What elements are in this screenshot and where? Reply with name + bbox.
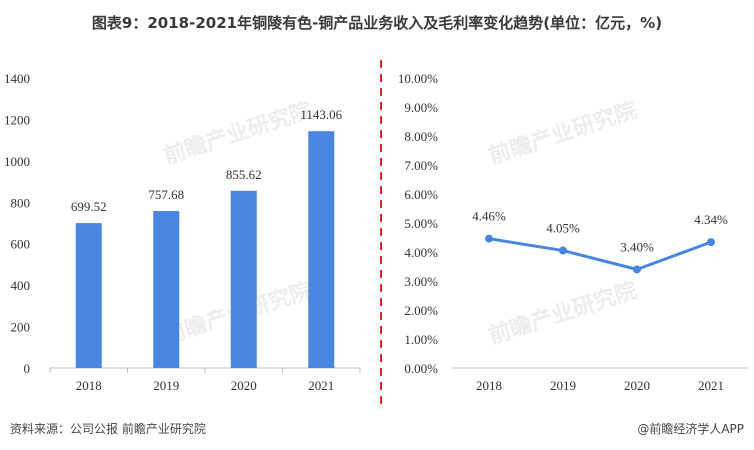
line-y-tick-label: 9.00% <box>404 100 438 115</box>
bar-value-label: 855.62 <box>226 167 262 182</box>
line-point-2021 <box>707 238 715 247</box>
line-point-2020 <box>633 265 641 274</box>
bar-x-tick-label: 2020 <box>231 378 257 393</box>
watermark-text: 前瞻产业研究院 <box>486 97 641 169</box>
bar-2018 <box>75 223 102 368</box>
line-x-tick-label: 2018 <box>476 378 502 393</box>
bar-y-tick-label: 1200 <box>4 112 30 127</box>
line-value-label: 3.40% <box>620 239 654 254</box>
bar-value-label: 699.52 <box>71 199 107 214</box>
line-point-2018 <box>485 234 493 243</box>
line-y-tick-label: 5.00% <box>404 216 438 231</box>
line-value-label: 4.46% <box>472 209 506 224</box>
line-point-2019 <box>559 246 567 255</box>
bar-value-label: 1143.06 <box>300 107 342 122</box>
bar-x-tick-label: 2018 <box>76 378 102 393</box>
chart-title: 图表9：2018-2021年铜陵有色-铜产品业务收入及毛利率变化趋势(单位：亿元… <box>91 14 663 32</box>
line-x-tick-label: 2019 <box>550 378 576 393</box>
line-y-tick-label: 3.00% <box>404 274 438 289</box>
line-y-tick-label: 10.00% <box>398 71 438 86</box>
bar-y-tick-label: 1000 <box>4 154 30 169</box>
bar-2019 <box>153 211 180 368</box>
bar-y-tick-label: 800 <box>11 195 31 210</box>
line-value-label: 4.34% <box>694 212 728 227</box>
line-y-tick-label: 8.00% <box>404 129 438 144</box>
bar-y-tick-label: 400 <box>11 278 31 293</box>
bar-y-tick-label: 0 <box>24 361 31 376</box>
bar-2020 <box>230 190 257 368</box>
watermark-text: 前瞻产业研究院 <box>486 277 641 349</box>
brand-credit: @前瞻经济学人APP <box>637 422 744 436</box>
line-y-tick-label: 1.00% <box>404 332 438 347</box>
bar-y-tick-label: 600 <box>11 237 31 252</box>
bar-y-tick-label: 1400 <box>4 71 30 86</box>
line-y-tick-label: 4.00% <box>404 245 438 260</box>
bar-x-tick-label: 2019 <box>153 378 179 393</box>
line-value-label: 4.05% <box>546 221 580 236</box>
line-chart: 0.00% 1.00% 2.00% 3.00% 4.00% 5.00% 6.00% 7.00%… <box>398 71 748 393</box>
bar-value-label: 757.68 <box>148 187 184 202</box>
bar-x-tick-label: 2021 <box>308 378 334 393</box>
line-y-tick-label: 2.00% <box>404 303 438 318</box>
source-note: 资料来源：公司公报 前瞻产业研究院 <box>10 422 206 436</box>
bar-chart: 0 200 400 600 800 1000 1200 1400 699.52 2018 757.6… <box>4 71 361 393</box>
bar-y-tick-label: 200 <box>11 320 31 335</box>
line-x-tick-label: 2021 <box>698 378 724 393</box>
watermark-text: 前瞻产业研究院 <box>161 97 316 169</box>
margin-line <box>488 237 712 271</box>
line-x-tick-label: 2020 <box>624 378 650 393</box>
bar-2021 <box>308 131 335 368</box>
line-y-tick-label: 7.00% <box>404 158 438 173</box>
line-y-tick-label: 6.00% <box>404 187 438 202</box>
line-y-tick-label: 0.00% <box>404 361 438 376</box>
